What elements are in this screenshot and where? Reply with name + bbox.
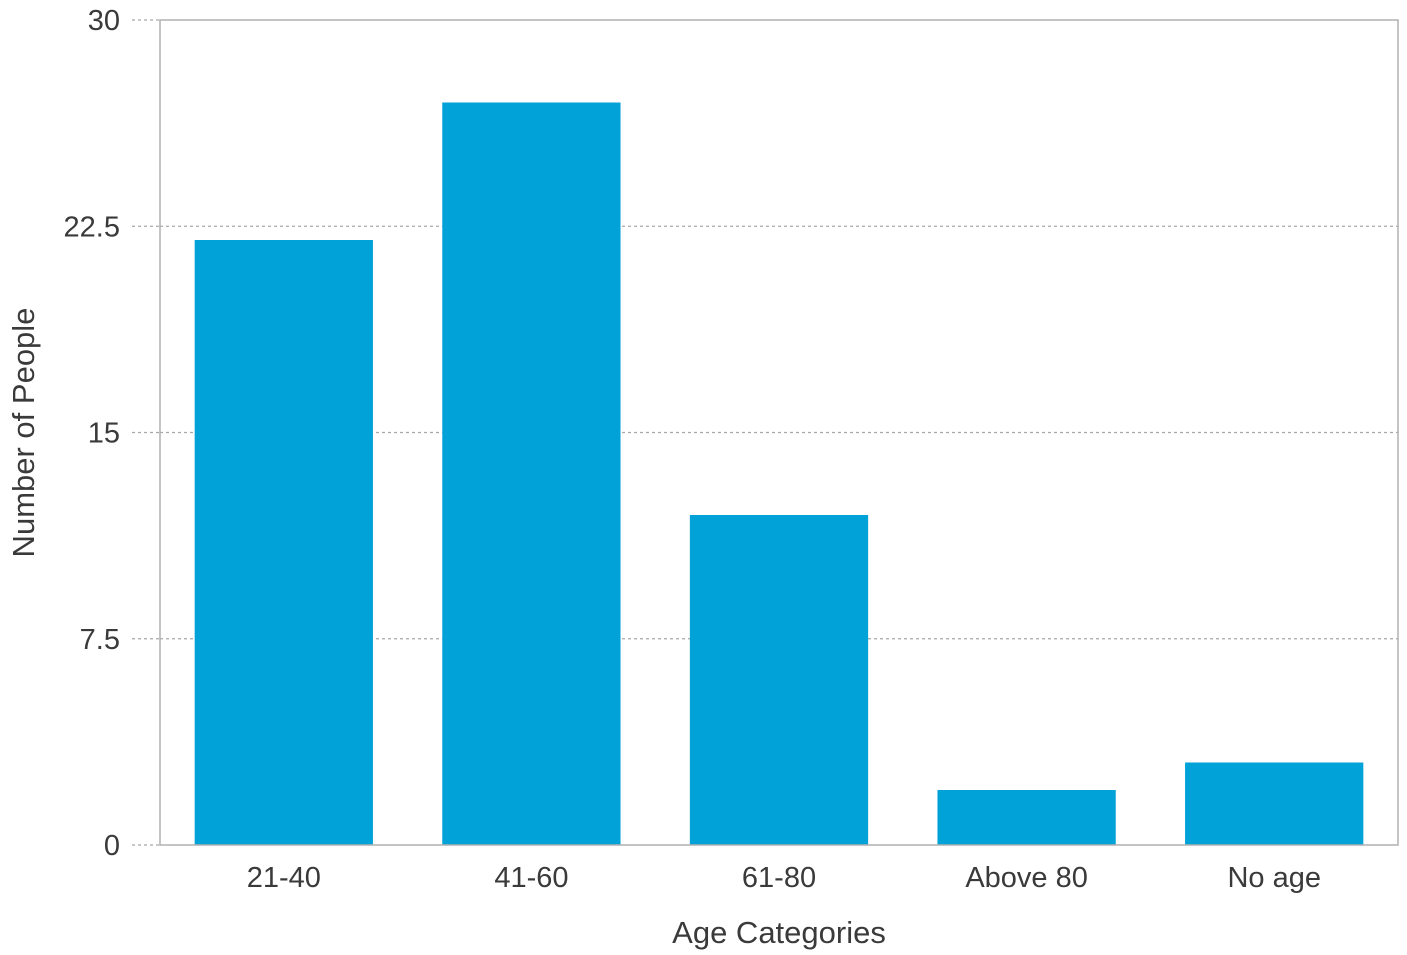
- bar-21-40: [194, 240, 373, 845]
- x-tick-label: 41-60: [494, 862, 568, 894]
- bar-41-60: [442, 102, 621, 845]
- x-axis-ticks: 21-40 41-60 61-80 Above 80 No age: [247, 862, 1321, 894]
- y-tick-label: 15: [88, 418, 120, 450]
- y-tick-label: 22.5: [64, 211, 120, 243]
- y-axis-title: Number of People: [6, 308, 41, 558]
- bars: [194, 102, 1364, 845]
- y-tick-label: 7.5: [80, 624, 120, 656]
- y-axis-ticks: 0 7.5 15 22.5 30: [64, 5, 160, 862]
- x-tick-label: 21-40: [247, 862, 321, 894]
- bar-above-80: [937, 790, 1116, 845]
- bar-61-80: [689, 515, 869, 845]
- plot-frame: [159, 19, 1399, 846]
- y-tick-label: 0: [104, 830, 120, 862]
- x-axis-title: Age Categories: [672, 915, 886, 950]
- x-tick-label: Above 80: [965, 862, 1088, 894]
- x-tick-label: 61-80: [742, 862, 816, 894]
- bar-no-age: [1185, 762, 1364, 845]
- x-tick-label: No age: [1227, 862, 1321, 894]
- y-tick-label: 30: [88, 5, 120, 37]
